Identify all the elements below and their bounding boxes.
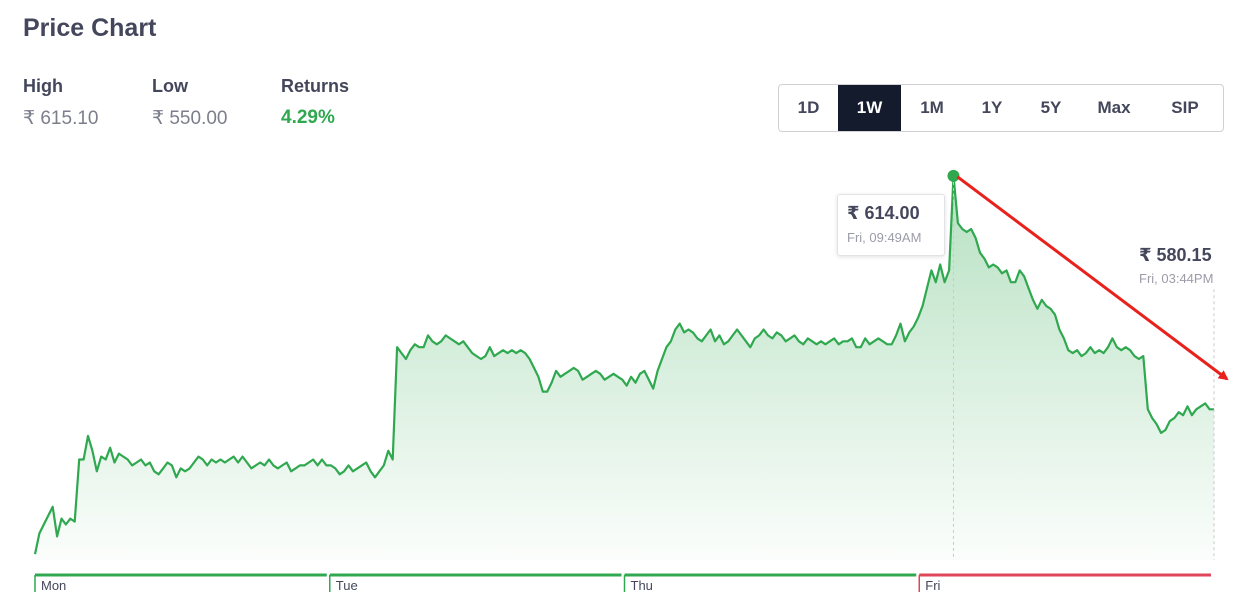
price-line [33,174,1214,555]
last-time: Fri, 03:44PM [1139,271,1214,286]
trend-arrow [956,175,1229,381]
peak-marker [947,169,960,182]
day-label-thu: Thu [631,578,653,593]
stat-low: Low ₹ 550.00 [152,76,281,130]
stat-returns-value: 4.29% [281,107,335,128]
last-price-label: ₹ 580.15 Fri, 03:44PM [1139,245,1213,286]
price-stats: High ₹ 615.10 Low ₹ 550.00 Returns 4.29% [23,76,410,130]
range-button-1d[interactable]: 1D [797,98,820,117]
page-title: Price Chart [23,14,157,42]
time-range-selector: 1D 1W 1M 1Y 5Y Max SIP [778,84,1224,132]
stat-low-value: ₹ 550.00 [152,108,228,129]
stat-high-label: High [23,76,63,96]
range-button-1m[interactable]: 1M [920,98,944,117]
stat-high: High ₹ 615.10 [23,76,152,130]
price-area [35,175,1214,561]
stat-low-label: Low [152,76,188,96]
last-price: ₹ 580.15 [1139,245,1212,265]
stat-high-value: ₹ 615.10 [23,108,99,129]
range-button-1w[interactable]: 1W [838,85,901,131]
range-button-1y[interactable]: 1Y [981,98,1003,117]
stat-returns: Returns 4.29% [281,76,410,130]
peak-tooltip: ₹ 614.00 Fri, 09:49AM [837,194,945,256]
day-label-tue: Tue [336,578,358,593]
stat-returns-label: Returns [281,76,350,96]
range-button-sip[interactable]: SIP [1171,98,1199,117]
range-button-5y[interactable]: 5Y [1040,98,1062,117]
range-button-max[interactable]: Max [1097,98,1131,117]
tooltip-time: Fri, 09:49AM [847,230,922,245]
day-label-mon: Mon [41,578,66,593]
day-label-fri: Fri [925,578,940,593]
tooltip-price: ₹ 614.00 [847,203,920,223]
